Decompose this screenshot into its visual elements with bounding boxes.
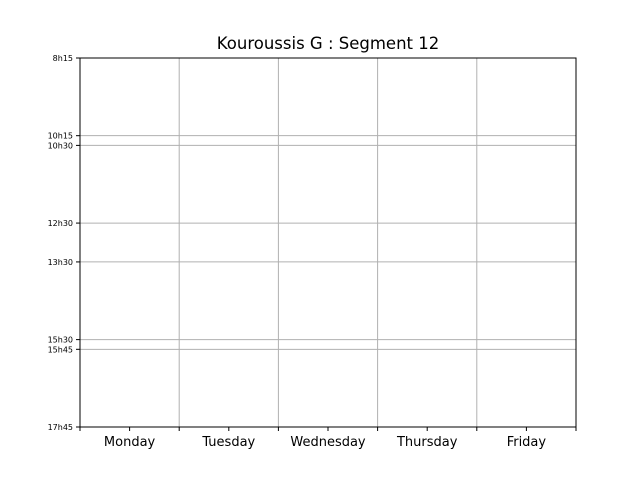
y-tick-label: 17h45 [48,423,73,432]
y-tick-label: 12h30 [48,219,73,228]
y-tick-label: 10h30 [48,141,73,150]
y-tick-label: 15h45 [48,345,73,354]
y-tick-label: 10h15 [48,132,73,141]
y-tick-label: 13h30 [48,258,73,267]
x-tick-label-wednesday: Wednesday [290,435,366,450]
x-axis-ticks: Monday Tuesday Wednesday Thursday Friday [79,427,577,450]
x-tick-label-tuesday: Tuesday [201,435,255,450]
y-tick-label: 8h15 [53,54,73,63]
chart-title: Kouroussis G : Segment 12 [217,34,439,53]
grid-layer [80,58,576,427]
x-tick-label-monday: Monday [104,435,156,450]
y-tick-label: 15h30 [48,336,73,345]
x-tick-label-friday: Friday [507,435,547,450]
x-tick-label-thursday: Thursday [396,435,458,450]
